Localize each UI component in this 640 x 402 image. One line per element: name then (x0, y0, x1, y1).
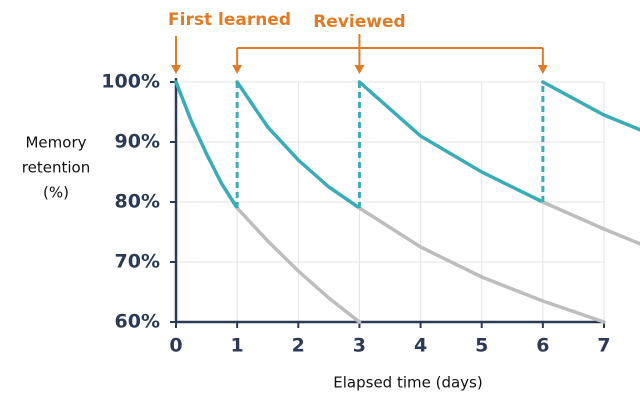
retention-curve (235, 206, 362, 324)
retention-curve (541, 80, 640, 132)
x-tick-label: 2 (292, 335, 305, 357)
y-tick-label: 80% (115, 191, 160, 213)
retention-curve (541, 200, 640, 246)
x-tick-label: 3 (353, 335, 366, 357)
annotation-arrowhead (171, 65, 181, 74)
x-tick-label: 1 (231, 335, 244, 357)
retention-curve (235, 80, 362, 210)
annotation-arrowhead (354, 65, 365, 74)
x-axis-label: Elapsed time (days) (333, 374, 482, 392)
y-tick-label: 90% (115, 131, 160, 153)
annotation: Reviewed (313, 12, 405, 32)
x-tick-label: 0 (169, 335, 182, 357)
y-tick-label: 100% (101, 71, 160, 93)
x-tick-label: 7 (597, 335, 610, 357)
retention-curve (357, 206, 606, 324)
retention-curve (174, 80, 239, 210)
annotation-arrowhead (232, 65, 243, 74)
y-tick-label: 70% (115, 251, 160, 273)
retention-curve (357, 80, 545, 204)
x-tick-label: 6 (536, 335, 549, 357)
x-tick-label: 4 (414, 335, 427, 357)
y-axis-label: Memory (25, 134, 86, 152)
y-tick-label: 60% (115, 311, 160, 333)
annotation-arrowhead (537, 65, 548, 74)
x-tick-label: 5 (475, 335, 488, 357)
annotation: First learned (168, 10, 291, 30)
y-axis-label: retention (22, 159, 90, 177)
y-axis-label: (%) (43, 184, 69, 202)
